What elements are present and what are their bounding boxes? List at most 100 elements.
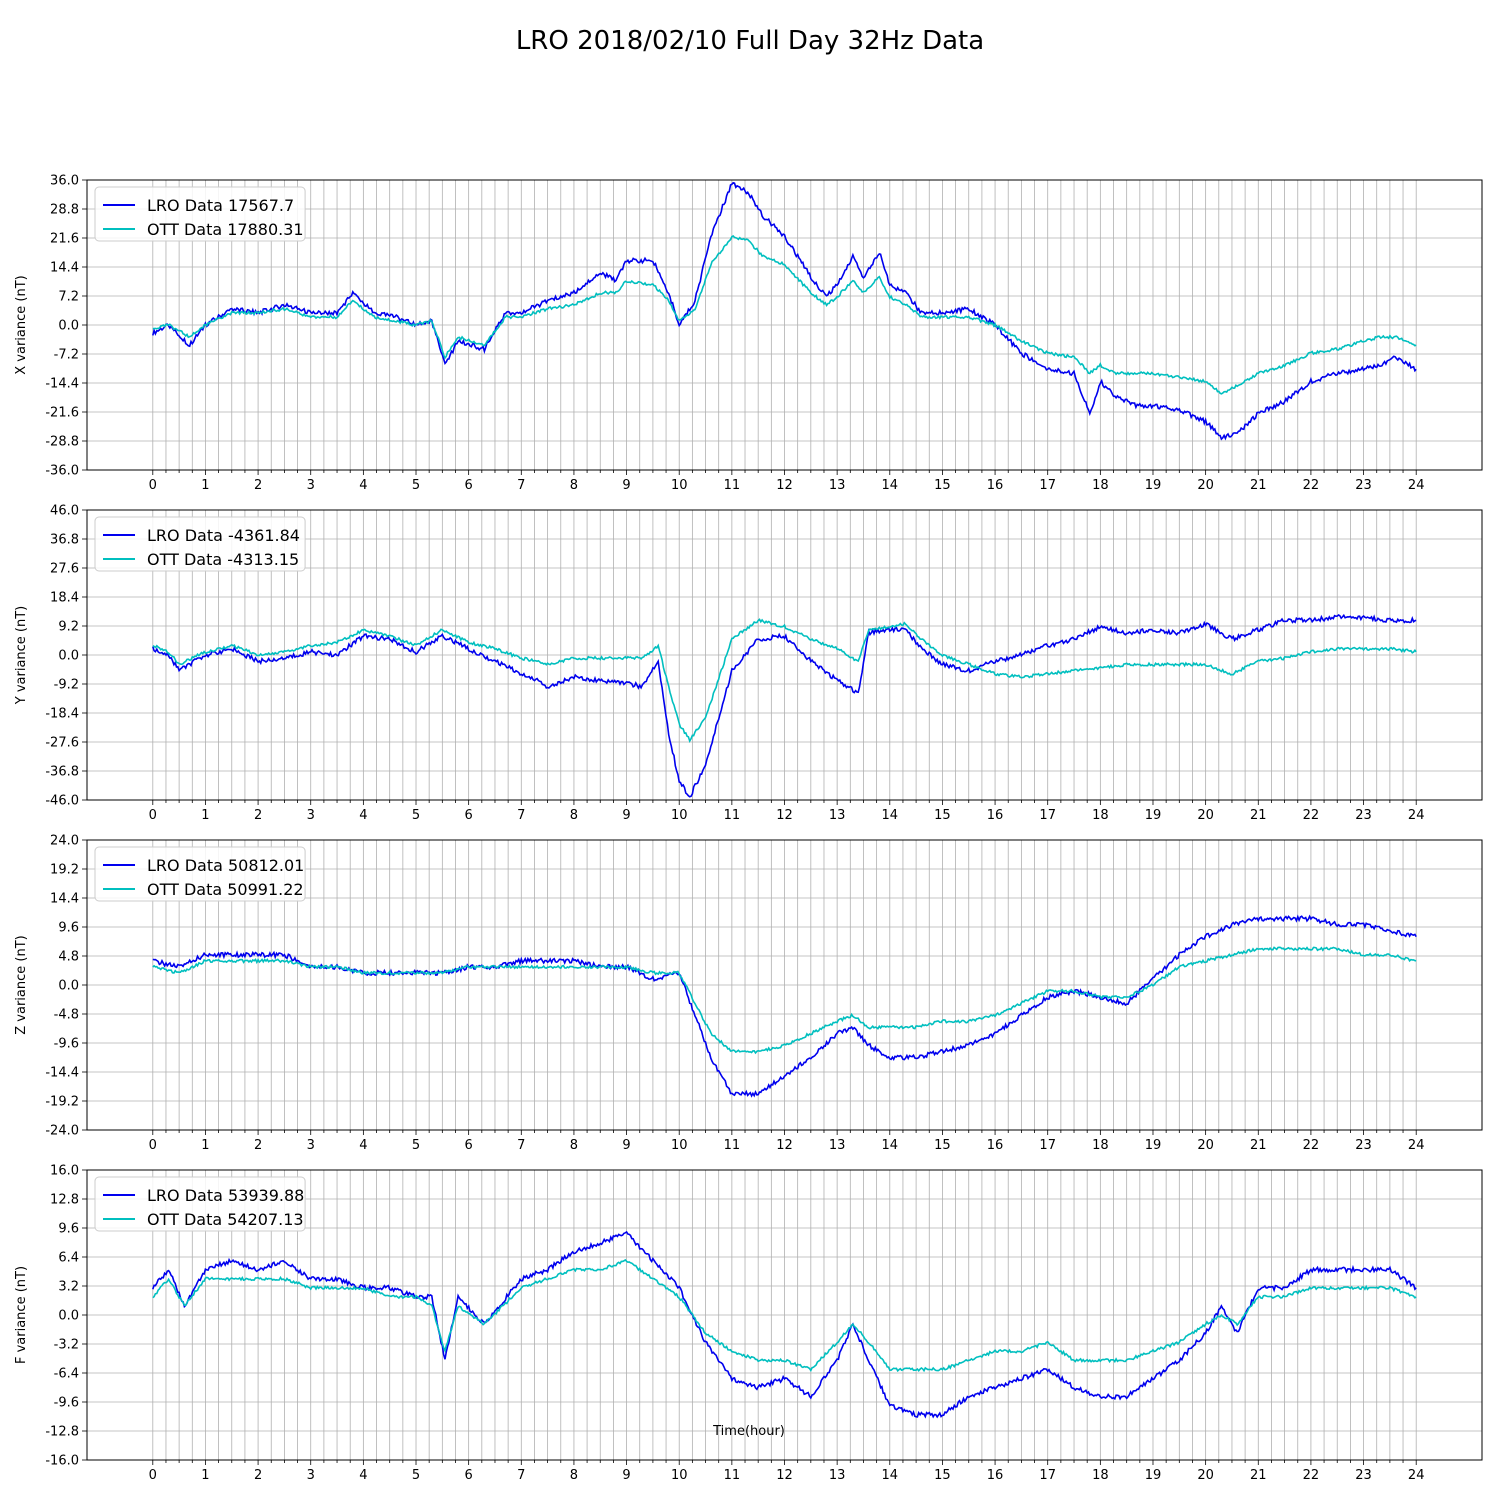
legend-box — [94, 186, 306, 242]
x-tick-label: 13 — [829, 1138, 846, 1153]
y-tick-label: 4.8 — [58, 950, 79, 965]
x-tick-label: 2 — [254, 1138, 262, 1153]
y-tick-label: -14.4 — [45, 1066, 79, 1081]
y-tick-label: 46.0 — [50, 504, 79, 519]
x-tick-label: 12 — [776, 1468, 793, 1483]
y-tick-label: -6.4 — [54, 1367, 79, 1382]
x-tick-label: 7 — [517, 478, 525, 493]
y-tick-label: 14.4 — [50, 892, 79, 907]
legend-entry: OTT Data 54207.13 — [147, 1210, 304, 1229]
y-tick-label: -21.6 — [45, 406, 79, 421]
y-axis-label: F variance (nT) — [14, 1266, 29, 1364]
y-tick-label: -36.0 — [45, 464, 79, 479]
x-tick-label: 13 — [829, 808, 846, 823]
x-tick-label: 10 — [671, 1468, 688, 1483]
x-tick-label: 1 — [201, 1138, 209, 1153]
x-tick-label: 9 — [622, 478, 630, 493]
x-tick-label: 12 — [776, 1138, 793, 1153]
x-tick-label: 5 — [412, 1468, 420, 1483]
x-tick-label: 19 — [1145, 1468, 1162, 1483]
x-tick-label: 11 — [724, 1138, 741, 1153]
x-tick-label: 0 — [149, 1138, 157, 1153]
legend-entry: LRO Data 17567.7 — [147, 196, 294, 215]
x-tick-label: 9 — [622, 1468, 630, 1483]
x-tick-label: 14 — [882, 1138, 899, 1153]
panel-0: 0 1 2 3 4 5 6 7 8 9 10 11 12 13 14 15 16 17 18 19 20 21 22 23 24… — [14, 174, 1483, 493]
x-tick-label: 15 — [934, 808, 951, 823]
y-tick-label: -27.6 — [45, 736, 79, 751]
x-tick-label: 0 — [149, 808, 157, 823]
legend-box — [94, 846, 306, 902]
figure-title: LRO 2018/02/10 Full Day 32Hz Data — [515, 26, 985, 56]
x-tick-label: 8 — [570, 808, 578, 823]
y-tick-label: 36.8 — [50, 533, 79, 548]
x-tick-label: 20 — [1197, 1138, 1214, 1153]
y-axis-label: Z variance (nT) — [14, 935, 29, 1034]
panel-2: 0 1 2 3 4 5 6 7 8 9 10 11 12 13 14 15 16 17 18 19 20 21 22 23 24… — [14, 834, 1483, 1153]
y-tick-label: 12.8 — [50, 1193, 79, 1208]
x-tick-label: 4 — [359, 808, 367, 823]
series-line-ott — [152, 618, 1417, 743]
y-tick-label: 21.6 — [50, 232, 79, 247]
x-tick-label: 0 — [149, 478, 157, 493]
x-tick-label: 3 — [307, 808, 315, 823]
x-tick-label: 11 — [724, 808, 741, 823]
y-tick-label: -18.4 — [45, 707, 79, 722]
x-tick-label: 16 — [987, 808, 1004, 823]
x-tick-label: 22 — [1303, 1468, 1320, 1483]
series-line-lro — [152, 181, 1417, 441]
x-tick-label: 15 — [934, 478, 951, 493]
y-axis-label: X variance (nT) — [14, 275, 29, 374]
x-tick-label: 18 — [1092, 478, 1109, 493]
x-tick-label: 2 — [254, 1468, 262, 1483]
x-tick-label: 24 — [1408, 808, 1425, 823]
x-tick-label: 3 — [307, 478, 315, 493]
x-tick-label: 4 — [359, 478, 367, 493]
y-tick-label: -9.6 — [54, 1037, 79, 1052]
x-tick-label: 16 — [987, 1138, 1004, 1153]
x-tick-label: 10 — [671, 1138, 688, 1153]
legend-entry: OTT Data 17880.31 — [147, 220, 304, 239]
y-tick-label: 36.0 — [50, 174, 79, 189]
y-tick-label: -14.4 — [45, 377, 79, 392]
series-line-lro — [152, 1230, 1417, 1419]
x-tick-label: 19 — [1145, 1138, 1162, 1153]
x-tick-label: 14 — [882, 808, 899, 823]
x-tick-label: 2 — [254, 478, 262, 493]
x-tick-label: 6 — [465, 1468, 473, 1483]
y-tick-label: 16.0 — [50, 1164, 79, 1179]
y-tick-label: -12.8 — [45, 1425, 79, 1440]
series-line-ott — [152, 235, 1417, 395]
x-tick-label: 23 — [1355, 1138, 1372, 1153]
legend-entry: LRO Data -4361.84 — [147, 526, 300, 545]
y-tick-label: 27.6 — [50, 562, 79, 577]
y-tick-label: 6.4 — [58, 1251, 79, 1266]
legend-entry: OTT Data -4313.15 — [147, 550, 299, 569]
x-tick-label: 21 — [1250, 808, 1267, 823]
x-tick-label: 14 — [882, 1468, 899, 1483]
y-tick-label: -28.8 — [45, 435, 79, 450]
x-tick-label: 12 — [776, 478, 793, 493]
x-tick-label: 1 — [201, 1468, 209, 1483]
y-tick-label: -24.0 — [45, 1124, 79, 1139]
legend-entry: LRO Data 50812.01 — [147, 856, 304, 875]
legend-entry: OTT Data 50991.22 — [147, 880, 304, 899]
x-tick-label: 17 — [1039, 1138, 1056, 1153]
y-tick-label: -3.2 — [54, 1338, 79, 1353]
x-tick-label: 15 — [934, 1468, 951, 1483]
x-tick-label: 1 — [201, 808, 209, 823]
x-tick-label: 3 — [307, 1138, 315, 1153]
panel-1: 0 1 2 3 4 5 6 7 8 9 10 11 12 13 14 15 16 17 18 19 20 21 22 23 24… — [14, 504, 1483, 823]
x-tick-label: 13 — [829, 1468, 846, 1483]
x-tick-label: 18 — [1092, 1468, 1109, 1483]
x-tick-label: 24 — [1408, 478, 1425, 493]
y-tick-label: 28.8 — [50, 203, 79, 218]
y-tick-label: 18.4 — [50, 591, 79, 606]
x-tick-label: 20 — [1197, 478, 1214, 493]
y-tick-label: 9.6 — [58, 1222, 79, 1237]
x-tick-label: 20 — [1197, 1468, 1214, 1483]
x-tick-label: 8 — [570, 1468, 578, 1483]
x-tick-label: 4 — [359, 1468, 367, 1483]
x-tick-label: 17 — [1039, 1468, 1056, 1483]
